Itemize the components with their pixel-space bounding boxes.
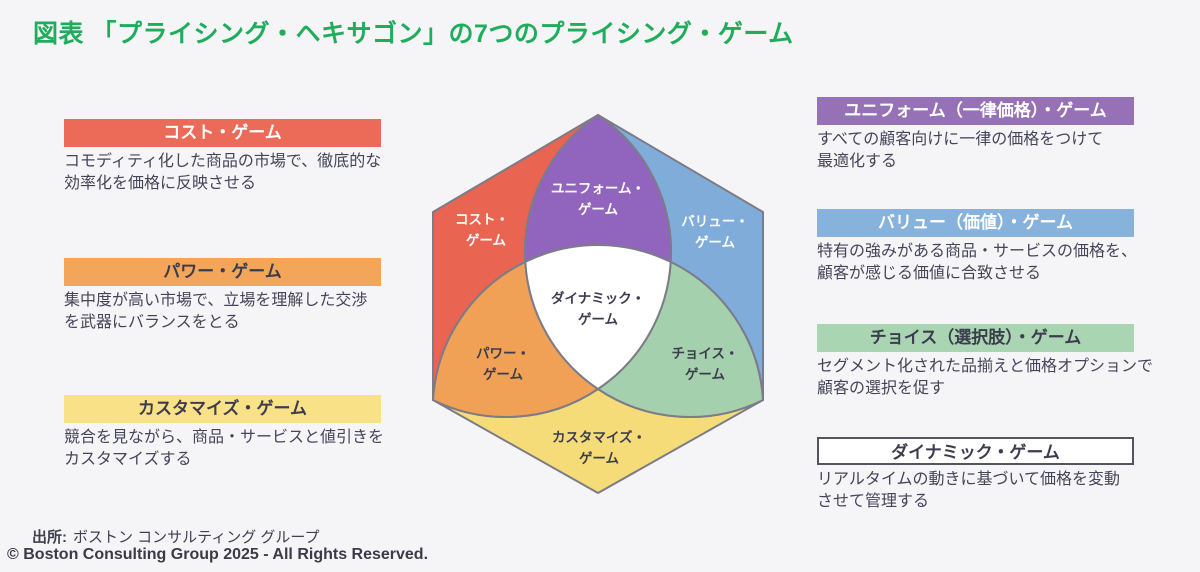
power-game-header: パワー・ゲーム [64,258,381,286]
dynamic-game-description: リアルタイムの動きに基づいて価格を変動 させて管理する [817,471,1121,510]
source-label: 出所: [32,529,67,546]
hexagon-label-uniform-line2: ゲーム [578,201,618,217]
pricing-hexagon-diagram: コスト・ ゲーム ユニフォーム・ ゲーム バリュー・ ゲーム ダイナミック・ ゲ… [418,100,778,510]
hexagon-label-value-line1: バリュー・ [681,214,749,229]
power-game-description: 集中度が高い市場で、立場を理解した交渉 を武器にバランスをとる [64,292,368,331]
hexagon-label-choice-line1: チョイス・ [671,346,738,361]
hexagon-label-customize-line2: ゲーム [579,450,619,466]
power-game-card: パワー・ゲーム 集中度が高い市場で、立場を理解した交渉 を武器にバランスをとる [64,258,381,334]
customize-game-card: カスタマイズ・ゲーム 競合を見ながら、商品・サービスと値引きを カスタマイズする [64,395,384,471]
dynamic-game-header: ダイナミック・ゲーム [817,437,1134,465]
choice-game-header: チョイス（選択肢）・ゲーム [817,324,1134,352]
uniform-game-card: ユニフォーム（一律価格）・ゲーム すべての顧客向けに一律の価格をつけて 最適化す… [817,97,1134,173]
hexagon-label-value-line2: ゲーム [695,234,735,250]
hexagon-label-cost-line2: ゲーム [466,232,506,248]
choice-game-description: セグメント化された品揃えと価格オプションで 顧客の選択を促す [817,358,1154,397]
value-game-header: バリュー（価値）・ゲーム [817,209,1134,237]
hexagon-label-cost-line1: コスト・ [455,212,509,227]
uniform-game-header: ユニフォーム（一律価格）・ゲーム [817,97,1134,125]
uniform-game-description: すべての顧客向けに一律の価格をつけて 最適化する [817,131,1104,170]
source-text: ボストン コンサルティング グループ [73,529,320,546]
hexagon-label-power-line1: パワー・ [476,346,530,361]
value-game-description: 特有の強みがある商品・サービスの価格を、 顧客が感じる価値に合致させる [817,243,1138,282]
customize-game-header: カスタマイズ・ゲーム [64,395,381,423]
cost-game-header: コスト・ゲーム [64,119,381,147]
dynamic-game-card: ダイナミック・ゲーム リアルタイムの動きに基づいて価格を変動 させて管理する [817,437,1134,513]
hexagon-label-customize-line1: カスタマイズ・ [552,429,646,445]
value-game-card: バリュー（価値）・ゲーム 特有の強みがある商品・サービスの価格を、 顧客が感じる… [817,209,1137,285]
hexagon-label-dynamic-line2: ゲーム [578,311,618,327]
choice-game-card: チョイス（選択肢）・ゲーム セグメント化された品揃えと価格オプションで 顧客の選… [817,324,1153,400]
cost-game-description: コモディティ化した商品の市場で、徹底的な 効率化を価格に反映させる [64,153,382,192]
copyright-line: © Boston Consulting Group 2025 - All Rig… [7,546,429,563]
hexagon-label-choice-line2: ゲーム [685,366,725,382]
hexagon-label-power-line2: ゲーム [483,366,523,382]
hexagon-region-dynamic [524,244,672,390]
page-title: 図表 「プライシング・ヘキサゴン」の7つのプライシング・ゲーム [33,20,794,48]
hexagon-label-uniform-line1: ユニフォーム・ [551,181,645,196]
source-line: 出所: ボストン コンサルティング グループ [32,526,320,547]
customize-game-description: 競合を見ながら、商品・サービスと値引きを カスタマイズする [64,429,385,468]
hexagon-label-dynamic-line1: ダイナミック・ [551,290,645,306]
cost-game-card: コスト・ゲーム コモディティ化した商品の市場で、徹底的な 効率化を価格に反映させ… [64,119,381,195]
